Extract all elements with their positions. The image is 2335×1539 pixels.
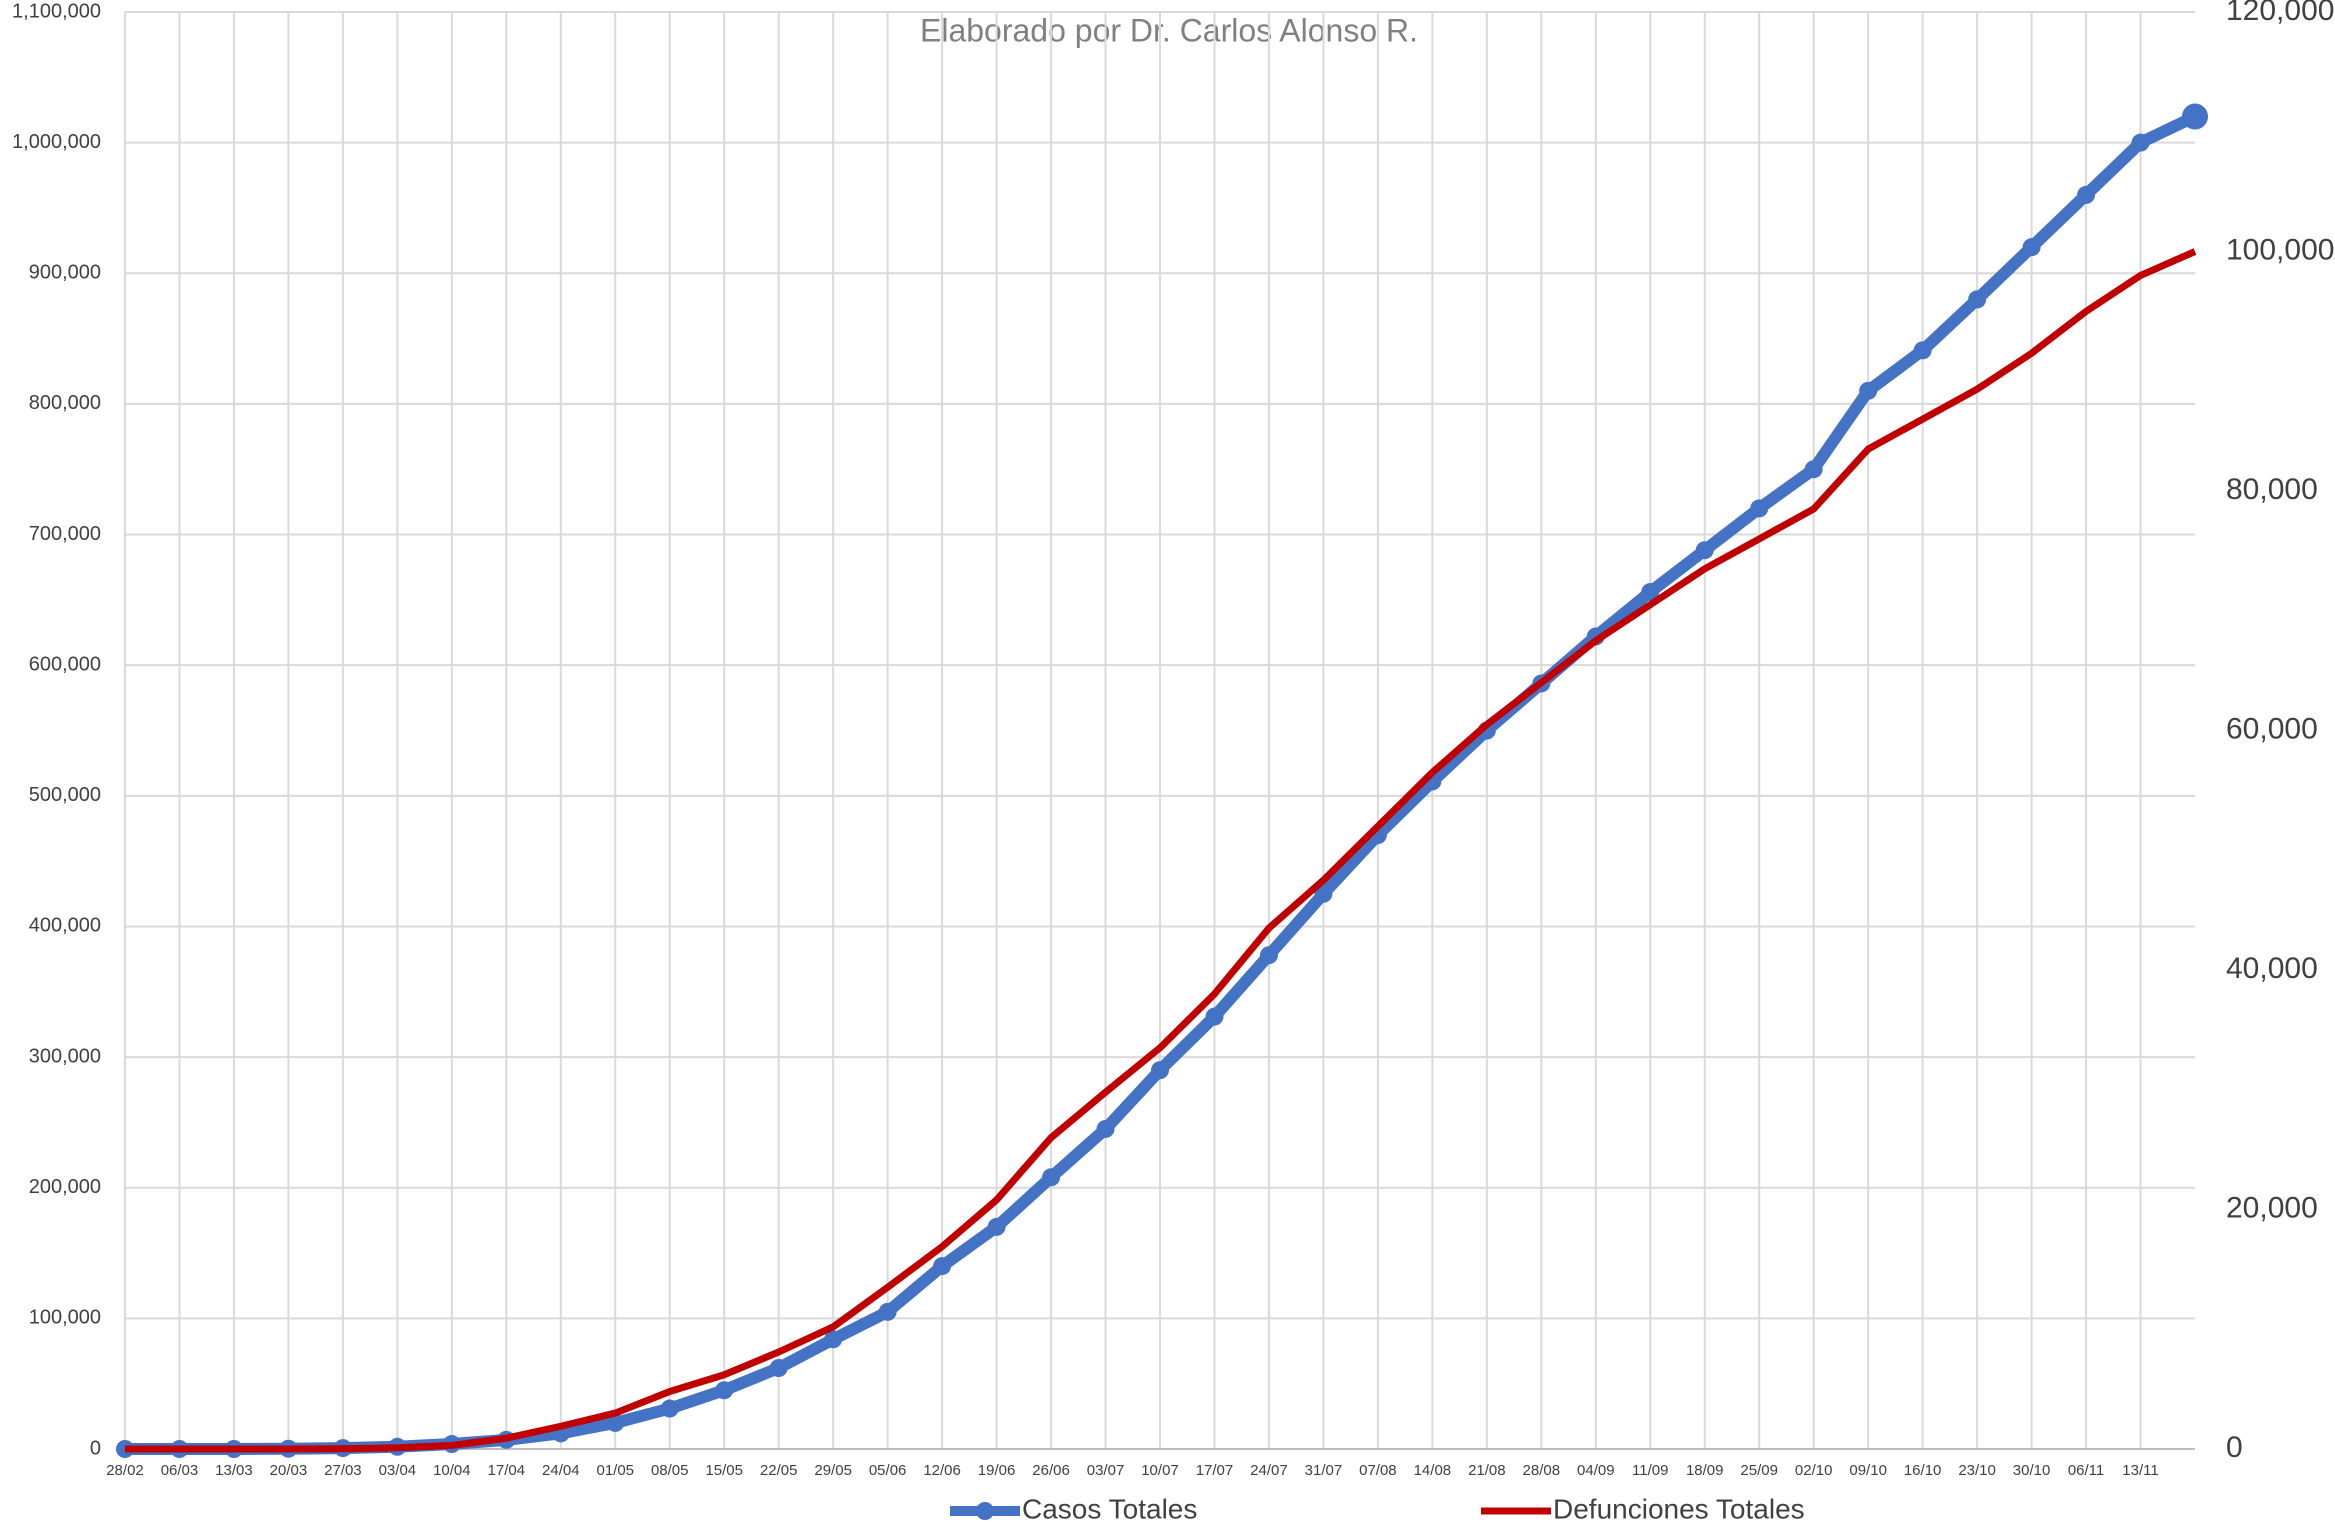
x-tick-label: 17/04 (488, 1462, 526, 1479)
x-tick-label: 11/09 (1632, 1462, 1668, 1479)
series-marker (987, 1217, 1006, 1236)
x-tick-label: 15/05 (705, 1462, 743, 1479)
series-marker (878, 1302, 897, 1321)
series-marker (1968, 290, 1987, 309)
series-marker (1641, 583, 1660, 602)
y-tick-label: 1,000,000 (12, 131, 101, 153)
y-tick-label: 300,000 (29, 1045, 101, 1067)
x-tick-label: 29/05 (814, 1462, 852, 1479)
x-tick-label: 27/03 (324, 1462, 362, 1479)
y-tick-label: 500,000 (29, 784, 101, 806)
series-marker (1151, 1061, 1169, 1080)
series-marker (606, 1413, 625, 1432)
x-tick-label: 26/06 (1032, 1462, 1070, 1479)
series-marker (2077, 185, 2096, 204)
x-tick-label: 01/05 (596, 1462, 634, 1479)
x-tick-label: 23/10 (1958, 1462, 1996, 1479)
series-marker (2131, 133, 2150, 152)
series-marker (660, 1399, 679, 1418)
x-tick-label: 03/04 (379, 1462, 417, 1479)
y-tick-label: 0 (90, 1437, 101, 1459)
y2-tick-label: 60,000 (2226, 712, 2318, 745)
x-tick-label: 17/07 (1196, 1462, 1234, 1479)
y2-tick-label: 80,000 (2226, 473, 2318, 506)
x-tick-label: 24/04 (542, 1462, 580, 1479)
x-tick-label: 30/10 (2013, 1462, 2051, 1479)
series-marker (1042, 1168, 1061, 1187)
x-tick-label: 09/10 (1849, 1462, 1887, 1479)
y2-tick-label: 0 (2226, 1431, 2243, 1464)
x-tick-label: 03/07 (1087, 1462, 1125, 1479)
x-tick-label: 16/10 (1904, 1462, 1942, 1479)
x-tick-label: 02/10 (1795, 1462, 1833, 1479)
x-tick-label: 22/05 (760, 1462, 798, 1479)
chart-subtitle: Elaborado por Dr. Carlos Alonso R. (920, 12, 1418, 48)
series-marker (824, 1330, 843, 1349)
y2-tick-label: 40,000 (2226, 952, 2318, 985)
x-tick-label: 06/11 (2068, 1462, 2104, 1479)
x-tick-label: 08/05 (651, 1462, 689, 1479)
x-tick-label: 21/08 (1468, 1462, 1506, 1479)
series-marker (2182, 103, 2208, 130)
series-marker (2022, 238, 2041, 257)
y-tick-label: 800,000 (29, 392, 101, 414)
series-marker (1859, 381, 1878, 400)
y-tick-label: 200,000 (29, 1176, 101, 1198)
y2-tick-label: 120,000 (2226, 0, 2334, 27)
x-tick-label: 24/07 (1250, 1462, 1288, 1479)
x-tick-label: 13/03 (215, 1462, 253, 1479)
legend-label: Defunciones Totales (1553, 1493, 1805, 1524)
series-marker (1205, 1007, 1224, 1026)
series-marker (1096, 1119, 1115, 1138)
x-tick-label: 06/03 (161, 1462, 199, 1479)
x-tick-label: 20/03 (270, 1462, 308, 1479)
x-tick-label: 28/02 (106, 1462, 144, 1479)
y-tick-label: 600,000 (29, 653, 101, 675)
x-tick-label: 07/08 (1359, 1462, 1397, 1479)
series-marker (1750, 499, 1769, 518)
series-marker (1804, 460, 1823, 479)
x-tick-label: 14/08 (1414, 1462, 1452, 1479)
x-tick-label: 25/09 (1740, 1462, 1778, 1479)
x-tick-label: 10/04 (433, 1462, 471, 1479)
series-marker (769, 1359, 788, 1378)
legend-marker (976, 1502, 994, 1520)
series-marker (1259, 946, 1278, 965)
x-tick-label: 12/06 (923, 1462, 961, 1479)
series-marker (933, 1257, 952, 1276)
x-tick-label: 18/09 (1686, 1462, 1724, 1479)
grid (124, 11, 2195, 1450)
y-tick-label: 400,000 (29, 915, 101, 937)
y-tick-label: 1,100,000 (12, 0, 101, 22)
x-tick-label: 05/06 (869, 1462, 907, 1479)
series-marker (1913, 341, 1932, 360)
x-tick-label: 28/08 (1523, 1462, 1561, 1479)
legend-label: Casos Totales (1022, 1493, 1197, 1524)
y2-tick-label: 100,000 (2226, 233, 2334, 266)
series-line (125, 248, 2197, 1453)
x-tick-label: 31/07 (1305, 1462, 1343, 1479)
x-tick-label: 13/11 (2122, 1462, 2158, 1479)
x-tick-label: 19/06 (978, 1462, 1016, 1479)
series-marker (715, 1381, 734, 1400)
series-marker (1695, 541, 1714, 560)
x-tick-label: 04/09 (1577, 1462, 1615, 1479)
y-tick-label: 900,000 (29, 262, 101, 284)
series-marker (1314, 884, 1333, 903)
y-tick-label: 100,000 (29, 1307, 101, 1329)
y-tick-label: 700,000 (29, 523, 101, 545)
y2-tick-label: 20,000 (2226, 1191, 2318, 1224)
x-tick-label: 10/07 (1141, 1462, 1179, 1479)
